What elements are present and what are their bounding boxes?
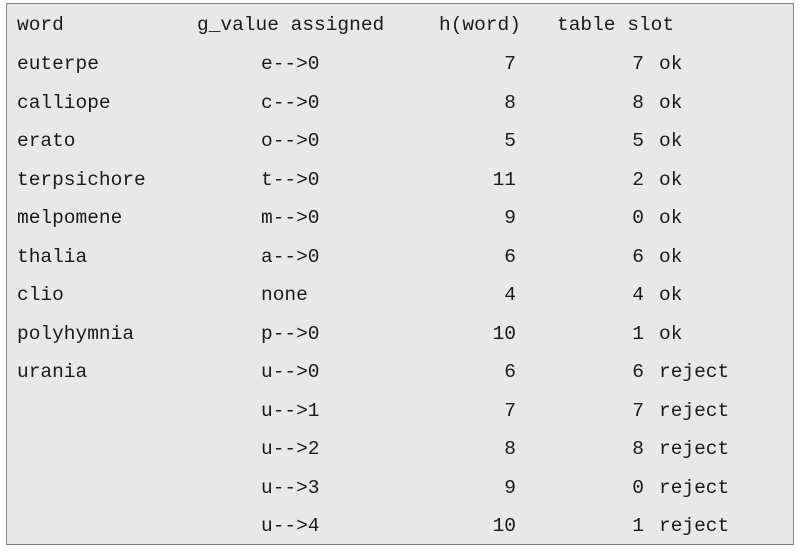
row-h-word: 10	[492, 515, 516, 537]
row-status: ok	[659, 91, 683, 114]
row-g-value: u-->1	[261, 399, 320, 422]
row-g-value: u-->0	[261, 361, 320, 383]
row-table-slot: 8	[632, 438, 644, 460]
row-g-value: o-->0	[261, 130, 320, 152]
row-h-word: 4	[504, 284, 516, 306]
row-word: melpomene	[17, 207, 123, 229]
row-table-slot: 0	[632, 207, 644, 229]
row-h-word: 11	[492, 168, 516, 191]
row-table-slot: 7	[632, 53, 644, 75]
row-status: ok	[659, 322, 683, 345]
row-status: ok	[659, 130, 683, 152]
row-word: terpsichore	[17, 168, 146, 191]
table-row: clio none 4 4 ok	[7, 276, 793, 314]
row-table-slot: 1	[632, 322, 644, 345]
header-word: word	[17, 14, 64, 36]
table-row: melpomene m-->0 9 0 ok	[7, 199, 793, 237]
row-word: calliope	[17, 91, 111, 114]
row-status: ok	[659, 284, 683, 306]
row-g-value: u-->4	[261, 515, 320, 537]
table-row: polyhymnia p-->0 10 1 ok	[7, 315, 793, 353]
row-table-slot: 2	[632, 168, 644, 191]
row-table-slot: 6	[632, 245, 644, 268]
row-g-value: none	[261, 284, 308, 306]
code-table-block: word g_value assigned h(word) table slot…	[6, 3, 794, 545]
table-row: calliope c-->0 8 8 ok	[7, 84, 793, 122]
row-h-word: 6	[504, 361, 516, 383]
row-status: ok	[659, 53, 683, 75]
row-table-slot: 7	[632, 399, 644, 422]
header-g-value: g_value assigned	[197, 14, 385, 36]
table-row: u-->1 7 7 reject	[7, 392, 793, 430]
row-word: thalia	[17, 245, 88, 268]
table-row: u-->3 9 0 reject	[7, 469, 793, 507]
table-row: erato o-->0 5 5 ok	[7, 122, 793, 160]
row-table-slot: 4	[632, 284, 644, 306]
row-table-slot: 5	[632, 130, 644, 152]
row-h-word: 9	[504, 476, 516, 499]
row-g-value: u-->2	[261, 438, 320, 460]
row-g-value: u-->3	[261, 476, 320, 499]
row-g-value: e-->0	[261, 53, 320, 75]
row-h-word: 9	[504, 207, 516, 229]
row-status: ok	[659, 168, 683, 191]
table-row: u-->2 8 8 reject	[7, 430, 793, 468]
row-h-word: 7	[504, 399, 516, 422]
header-h-word: h(word)	[439, 14, 521, 36]
table-row: urania u-->0 6 6 reject	[7, 353, 793, 391]
row-h-word: 10	[492, 322, 516, 345]
row-g-value: a-->0	[261, 245, 320, 268]
row-word: clio	[17, 284, 64, 306]
row-g-value: p-->0	[261, 322, 320, 345]
table-row: euterpe e-->0 7 7 ok	[7, 45, 793, 83]
row-table-slot: 0	[632, 476, 644, 499]
row-word: erato	[17, 130, 76, 152]
row-h-word: 7	[504, 53, 516, 75]
row-h-word: 8	[504, 438, 516, 460]
row-h-word: 6	[504, 245, 516, 268]
row-g-value: c-->0	[261, 91, 320, 114]
row-g-value: m-->0	[261, 207, 320, 229]
row-word: urania	[17, 361, 88, 383]
row-table-slot: 1	[632, 515, 644, 537]
table-row: u-->4 10 1 reject	[7, 507, 793, 545]
row-table-slot: 6	[632, 361, 644, 383]
row-g-value: t-->0	[261, 168, 320, 191]
row-status: reject	[659, 399, 730, 422]
row-status: reject	[659, 515, 730, 537]
row-status: ok	[659, 207, 683, 229]
row-word: euterpe	[17, 53, 99, 75]
row-status: reject	[659, 361, 730, 383]
row-word: polyhymnia	[17, 322, 135, 345]
table-row: terpsichore t-->0 11 2 ok	[7, 161, 793, 199]
row-status: ok	[659, 245, 683, 268]
row-status: reject	[659, 476, 730, 499]
row-h-word: 5	[504, 130, 516, 152]
table-header-row: word g_value assigned h(word) table slot	[7, 6, 793, 44]
row-h-word: 8	[504, 91, 516, 114]
row-status: reject	[659, 438, 730, 460]
table-row: thalia a-->0 6 6 ok	[7, 238, 793, 276]
header-table-slot: table slot	[557, 14, 675, 36]
row-table-slot: 8	[632, 91, 644, 114]
